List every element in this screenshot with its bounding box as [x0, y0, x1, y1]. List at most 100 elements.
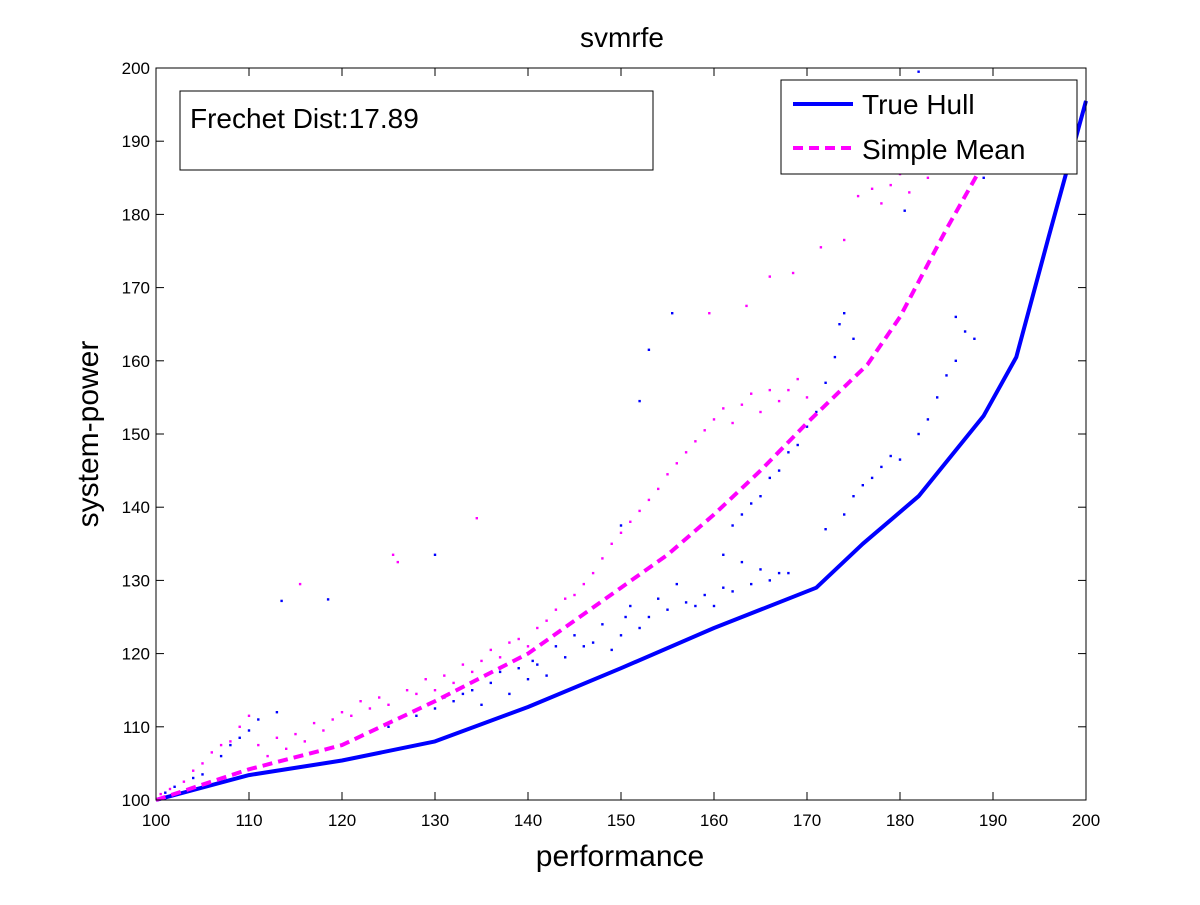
scatter-point	[480, 703, 483, 706]
scatter-point	[880, 465, 883, 469]
scatter-point	[508, 692, 511, 696]
scatter-point	[777, 399, 781, 403]
scatter-point	[619, 524, 623, 527]
legend: True Hull Simple Mean	[780, 79, 1078, 175]
scatter-point	[936, 396, 939, 399]
scatter-point	[712, 604, 716, 608]
scatter-point	[415, 714, 418, 717]
scatter-point	[368, 707, 372, 710]
scatter-point	[498, 656, 502, 659]
x-tick-label: 150	[607, 811, 635, 830]
scatter-point	[443, 674, 446, 677]
y-tick-label: 190	[122, 132, 150, 151]
scatter-point	[740, 513, 744, 516]
frechet-distance-annotation: Frechet Dist:17.89	[190, 103, 419, 134]
scatter-point	[275, 736, 279, 739]
scatter-point	[870, 476, 874, 480]
scatter-point	[582, 582, 585, 586]
scatter-point	[647, 498, 651, 502]
scatter-point	[671, 312, 674, 315]
scatter-point	[461, 663, 465, 666]
scatter-point	[815, 410, 818, 414]
scatter-point	[461, 692, 465, 696]
y-tick-label: 150	[122, 425, 150, 444]
x-tick-label: 110	[235, 811, 262, 830]
scatter-point	[856, 194, 860, 198]
y-axis-title: system-power	[72, 341, 105, 528]
scatter-point	[219, 754, 223, 758]
scatter-point	[963, 330, 967, 333]
scatter-point	[229, 740, 232, 743]
scatter-point	[703, 593, 706, 597]
scatter-point	[164, 791, 167, 794]
y-tick-label: 160	[122, 352, 150, 371]
x-tick-label: 180	[886, 811, 914, 830]
y-tick-label: 110	[123, 718, 150, 737]
scatter-point	[740, 403, 744, 406]
scatter-point	[722, 407, 725, 410]
scatter-point	[564, 597, 567, 600]
scatter-point	[266, 754, 269, 758]
scatter-point	[759, 410, 762, 414]
scatter-point	[819, 246, 823, 249]
scatter-point	[870, 187, 874, 190]
x-tick-label: 120	[328, 811, 356, 830]
scatter-point	[517, 637, 520, 641]
scatter-point	[768, 579, 771, 582]
scatter-point	[787, 571, 790, 575]
scatter-point	[750, 582, 753, 586]
scatter-point	[405, 689, 409, 692]
scatter-point	[675, 582, 678, 586]
y-tick-label: 200	[122, 59, 150, 78]
x-axis-title: performance	[536, 840, 704, 873]
scatter-point	[182, 780, 186, 783]
legend-label-simple-mean: Simple Mean	[862, 134, 1025, 165]
y-tick-label: 120	[122, 645, 150, 664]
scatter-point	[294, 732, 297, 736]
scatter-point	[201, 773, 204, 776]
scatter-point	[917, 432, 920, 436]
scatter-point	[777, 469, 781, 472]
x-tick-label: 190	[979, 811, 1007, 830]
scatter-point	[238, 736, 241, 739]
scatter-point	[489, 648, 492, 652]
scatter-point	[508, 641, 511, 644]
scatter-point	[173, 785, 176, 788]
scatter-point	[694, 440, 697, 443]
x-tick-label: 160	[700, 811, 728, 830]
scatter-point	[201, 762, 204, 765]
scatter-point	[750, 502, 753, 505]
scatter-point	[745, 304, 748, 308]
scatter-point	[192, 776, 195, 780]
scatter-point	[554, 608, 558, 611]
scatter-point	[638, 399, 641, 403]
scatter-point	[257, 743, 260, 747]
scatter-point	[415, 692, 418, 696]
scatter-point	[582, 645, 585, 648]
annotation-box: Frechet Dist:17.89	[179, 90, 654, 171]
scatter-point	[545, 674, 548, 677]
scatter-point	[624, 615, 627, 619]
scatter-point	[768, 275, 771, 278]
x-tick-label: 170	[793, 811, 821, 830]
scatter-point	[843, 238, 846, 242]
scatter-point	[433, 707, 437, 710]
y-tick-label: 170	[122, 279, 150, 298]
line-layer	[155, 100, 1088, 802]
scatter-point	[452, 700, 455, 703]
scatter-point	[889, 183, 892, 187]
y-tick-label: 140	[122, 498, 150, 517]
scatter-point	[675, 462, 678, 465]
scatter-point	[536, 663, 539, 666]
scatter-point	[247, 729, 251, 732]
scatter-point	[945, 374, 948, 377]
scatter-point	[573, 593, 576, 597]
scatter-point	[926, 176, 930, 179]
scatter-point	[731, 524, 734, 527]
scatter-point	[908, 191, 911, 194]
scatter-point	[712, 418, 716, 421]
scatter-point	[954, 315, 957, 319]
scatter-point	[833, 355, 837, 359]
scatter-point	[168, 787, 172, 791]
legend-label-true-hull: True Hull	[862, 89, 975, 120]
